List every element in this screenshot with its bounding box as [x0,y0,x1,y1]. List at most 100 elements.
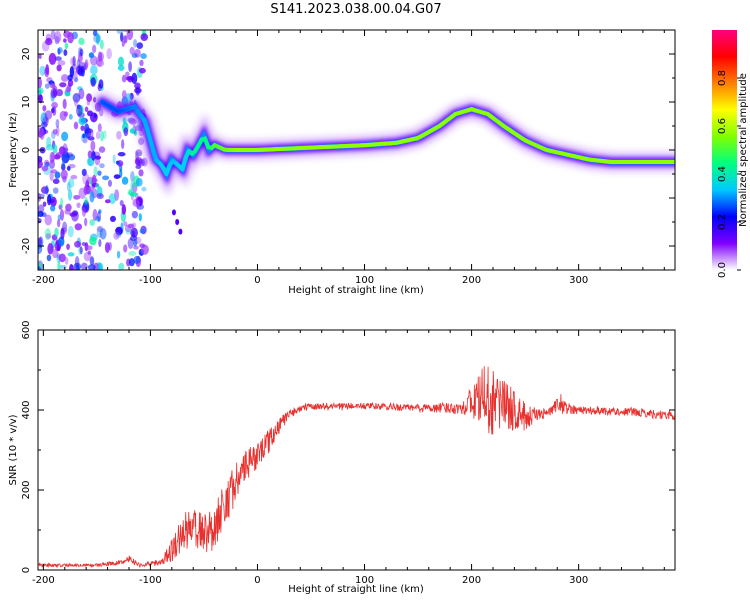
spectrogram-noise-blob [58,253,66,263]
spectrogram-noise-blob [84,127,92,139]
spectrogram-noise-blob [82,133,86,139]
spectrogram-noise-blob [96,193,104,200]
spectrogram-noise-blob [84,59,89,69]
spectrogram-noise-blob [128,251,137,256]
spectrogram-noise-blob [76,104,83,117]
spectrogram-noise-blob [58,146,66,155]
spectrogram-noise-blob [123,221,128,227]
spectrogram-y-tick-label: 20 [21,48,32,61]
colorbar-ticks: 0.0 0.2 0.4 0.6 0.8 [717,70,741,278]
spectrogram-noise-blob [116,250,121,259]
spectrogram-noise-blob [130,171,135,183]
spectrogram-noise-blob [76,202,81,209]
spectrogram-noise-blob [86,93,93,103]
spectrogram-noise-blob [45,161,50,167]
spectrogram-noise-blob [135,164,142,170]
spectrogram-noise-blob [139,229,146,234]
spectrogram-noise-blob [117,151,126,157]
spectrogram-noise-blob [45,233,52,240]
spectrogram-noise-blob [69,212,78,217]
spectrogram-noise-blob [119,200,124,207]
spectrogram-noise-blob [99,130,105,142]
spectrogram-noise-blob [140,33,149,41]
spectrogram-noise-blob [46,136,52,148]
spectrogram-noise-blob [49,170,54,182]
spectrogram-noise-blob [112,154,116,164]
spectrogram-noise-blob [67,163,76,169]
spectrogram-feature-blob [175,219,180,225]
spectrogram-noise-blob [95,183,100,190]
spectrogram-noise-blob [38,94,43,101]
spectrogram-noise-blob [131,210,139,219]
spectrogram-noise-blob [82,173,90,185]
snr-x-axis-label: Height of straight line (km) [288,584,424,595]
spectrogram-noise-blob [57,47,63,54]
spectrogram-noise-blob [108,241,112,251]
spectrogram-noise-blob [97,262,104,270]
spectrogram-noise-blob [99,228,107,240]
spectrogram-noise-blob [59,82,67,88]
spectrogram-noise-blob [70,174,78,180]
spectrogram-noise-blob [38,159,43,169]
spectrogram-noise-blob [54,36,60,45]
spectrogram-noise-blob [113,174,121,179]
spectrogram-noise-blob [84,61,88,71]
snr-x-tick-label: -200 [32,575,55,586]
spectrogram-noise-blob [39,128,45,140]
chart-title: S141.2023.038.00.04.G07 [270,2,441,17]
snr-x-tick-label: -100 [139,575,162,586]
colorbar: 0.0 0.2 0.4 0.6 0.8 Normalized spectral ampl… [712,30,749,278]
spectrogram-noise-blob [118,262,125,270]
spectrogram-noise-blob [121,74,127,83]
spectrogram-noise-blob [133,245,139,250]
spectrogram-noise-blob [57,218,61,228]
spectrogram-noise-blob [66,181,71,192]
spectrogram-noise-blob [140,53,147,60]
spectrogram-noise-blob [124,224,132,233]
spectrogram-noise-blob [59,264,67,269]
spectrogram-noise-blob [38,218,42,224]
spectrogram-noise-blob [141,157,148,167]
spectrogram-noise-blob [125,71,130,77]
spectrogram-x-tick-label: 200 [462,275,481,286]
snr-x-ticks: -200 -100 0 100 200 300 [32,330,665,586]
spectrogram-y-axis-label: Frequency (Hz) [8,112,19,188]
spectrogram-noise-blob [86,100,91,106]
spectrogram-noise-blob [135,86,140,96]
spectrogram-noise-blob [123,35,128,44]
snr-x-tick-label: 200 [462,575,481,586]
spectrogram-noise-blob [67,79,74,87]
spectrogram-noise-blob [74,223,83,231]
colorbar-tick-label: 0.8 [717,70,728,86]
spectrogram-noise-blob [60,169,68,180]
spectrogram-noise-blob [92,209,98,221]
spectrogram-noise-blob [74,240,82,248]
spectrogram-noise-blob [72,92,81,103]
spectrogram-noise-blob [81,206,87,217]
spectrogram-noise-blob [92,44,97,54]
spectrogram-noise-blob [138,169,144,177]
spectrogram-noise-blob [41,165,49,172]
spectrogram-noise-blob [69,264,74,270]
spectrogram-noise-blob [67,32,74,44]
spectrogram-noise-blob [68,153,76,161]
spectrogram-noise-blob [79,48,84,57]
spectrogram-noise-blob [47,243,54,255]
spectrogram-noise-blob [92,30,98,37]
spectrogram-noise-blob [90,64,98,75]
spectrogram-x-tick-label: 100 [355,275,374,286]
spectrogram-noise-blob [66,243,70,250]
colorbar-tick-label: 0.4 [717,166,728,182]
spectrogram-noise-blob [96,225,104,233]
spectrogram-noise-blob [68,113,73,120]
spectrogram-noise-blob [45,37,53,46]
spectrogram-noise-blob [42,105,47,112]
spectrogram-noise-blob [115,228,122,233]
spectrogram-noise-blob [138,158,145,167]
spectrogram-noise-blob [93,166,98,178]
snr-chart: -200 -100 0 100 200 300 0 200 400 600 Height of … [8,320,676,595]
spectrogram-noise-blob [96,226,103,238]
spectrogram-y-tick-label: -10 [21,190,32,206]
spectrogram-noise-blob [50,196,57,207]
spectrogram-noise-blob [90,77,96,87]
